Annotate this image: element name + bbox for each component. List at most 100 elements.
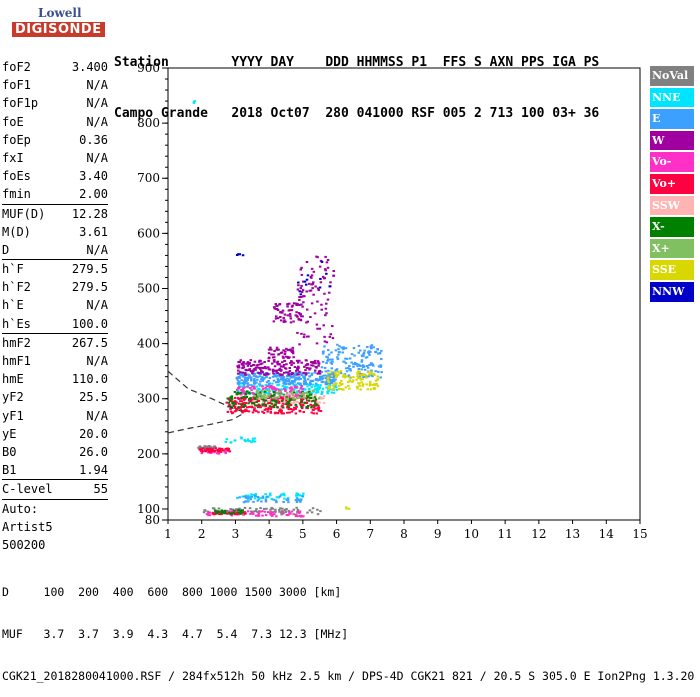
- data-point-x-: [299, 395, 302, 398]
- data-point-w: [271, 370, 275, 373]
- data-point-x-: [216, 510, 220, 513]
- data-point-sse: [358, 370, 361, 373]
- data-point-vo-: [240, 405, 244, 408]
- data-point-nne: [279, 493, 283, 496]
- data-point-w: [316, 300, 319, 303]
- data-point-w: [289, 348, 292, 351]
- data-point-vo-: [281, 397, 285, 400]
- data-point-e: [342, 360, 345, 363]
- data-point-x-: [263, 390, 267, 393]
- data-point-sse: [330, 370, 333, 373]
- data-point-w: [266, 373, 269, 376]
- data-point-w: [283, 319, 286, 322]
- data-point-ssw: [320, 397, 324, 400]
- data-point-nne: [264, 384, 268, 387]
- data-point-ssw: [286, 393, 289, 396]
- data-point-sse: [330, 374, 334, 377]
- data-point-w: [277, 353, 280, 356]
- data-point-w: [237, 360, 240, 363]
- data-point-sse: [333, 387, 336, 390]
- param-row: 500200: [2, 536, 108, 554]
- data-point-vo-: [211, 447, 214, 450]
- data-point-e: [254, 375, 258, 378]
- data-point-sse: [327, 385, 331, 388]
- data-point-w: [238, 371, 242, 374]
- data-point-w: [273, 349, 276, 352]
- data-point-x-: [233, 509, 236, 512]
- x-tick-label: 11: [498, 527, 513, 540]
- data-point-sse: [339, 383, 343, 386]
- data-point-nne: [335, 388, 339, 391]
- data-point-e: [259, 380, 262, 383]
- data-point-e: [380, 357, 383, 360]
- data-point-x-: [287, 400, 291, 403]
- data-point-vo-: [202, 447, 205, 450]
- data-point-noval: [280, 513, 283, 516]
- legend-item-ssw: SSW: [650, 195, 694, 216]
- data-point-w: [313, 312, 317, 315]
- data-point-w: [312, 281, 315, 284]
- data-point-nne: [251, 439, 255, 442]
- data-point-e: [311, 379, 315, 382]
- data-point-vo-: [227, 398, 231, 401]
- data-point-w: [299, 319, 303, 322]
- data-point-vo-: [241, 409, 245, 412]
- data-point-vo-: [222, 449, 225, 452]
- data-point-w: [246, 364, 250, 367]
- data-point-nnw: [241, 254, 245, 257]
- data-point-vo-: [288, 411, 291, 414]
- data-point-vo-: [246, 510, 250, 513]
- data-point-e: [301, 495, 305, 498]
- data-point-noval: [229, 508, 232, 511]
- data-point-nne: [280, 392, 283, 395]
- data-point-nne: [264, 496, 268, 499]
- data-point-e: [268, 377, 272, 380]
- param-name: Artist5: [2, 519, 53, 534]
- data-point-vo-: [269, 411, 273, 414]
- data-point-vo-: [316, 407, 320, 410]
- data-point-vo-: [269, 386, 272, 389]
- x-tick-label: 14: [599, 527, 615, 540]
- data-point-noval: [213, 445, 217, 448]
- data-point-vo-: [257, 512, 261, 515]
- y-tick-label: 300: [137, 392, 160, 406]
- data-point-e: [274, 381, 278, 384]
- data-point-x-: [270, 402, 274, 405]
- data-point-e: [291, 382, 294, 385]
- data-point-vo-: [269, 511, 273, 514]
- data-point-w: [300, 273, 304, 276]
- data-point-w: [307, 335, 310, 338]
- data-point-x-: [247, 402, 250, 405]
- data-point-e: [360, 359, 364, 362]
- data-point-nne: [240, 385, 244, 388]
- footer: D 100 200 400 600 800 1000 1500 3000 [km…: [2, 557, 694, 697]
- data-point-e: [313, 371, 317, 374]
- data-point-w: [249, 359, 253, 362]
- data-point-e: [342, 348, 345, 351]
- param-name: yF2: [2, 390, 24, 405]
- data-point-w: [258, 360, 261, 363]
- data-point-vo-: [214, 513, 217, 516]
- data-point-w: [239, 359, 243, 362]
- data-point-e: [330, 351, 333, 354]
- param-row: fxI N/A: [2, 149, 108, 167]
- x-tick-label: 12: [531, 527, 546, 540]
- data-point-vo-: [284, 399, 288, 402]
- data-point-x-: [215, 512, 219, 515]
- x-tick-label: 6: [333, 527, 341, 540]
- data-point-vo-: [306, 399, 309, 402]
- param-row: yF1 N/A: [2, 407, 108, 425]
- data-point-e: [272, 379, 276, 382]
- data-point-e: [242, 382, 246, 385]
- data-point-w: [259, 359, 262, 362]
- data-point-vo-: [207, 514, 210, 517]
- data-point-e: [325, 362, 328, 365]
- data-point-vo-: [244, 405, 247, 408]
- data-point-w: [290, 305, 294, 308]
- param-name: foE: [2, 114, 24, 129]
- data-point-w: [278, 373, 282, 376]
- data-point-noval: [316, 508, 319, 511]
- data-point-ssw: [289, 393, 293, 396]
- data-point-x-: [229, 405, 232, 408]
- legend-item-vo-: Vo+: [650, 173, 694, 194]
